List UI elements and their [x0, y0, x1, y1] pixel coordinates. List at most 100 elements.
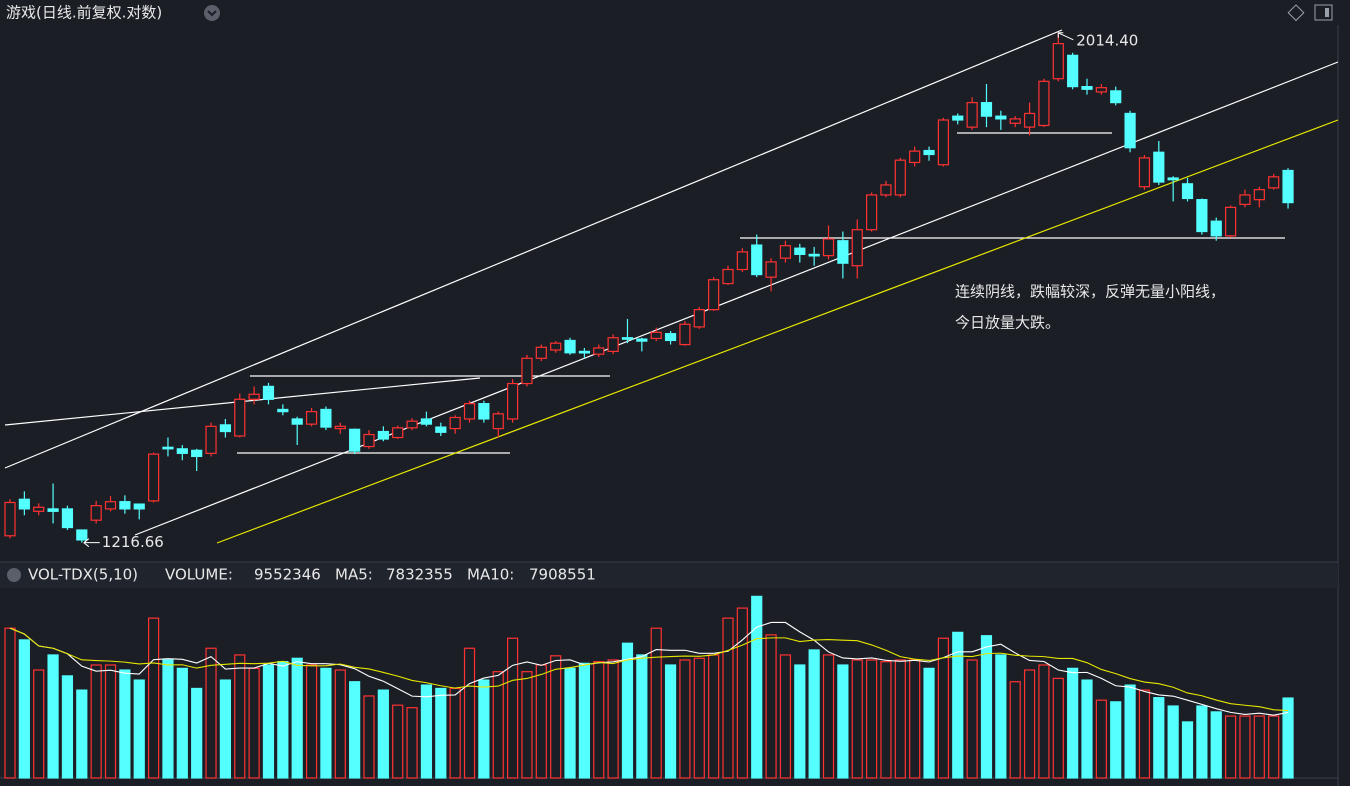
candle-body: [1210, 220, 1222, 237]
ma-label: MA5:: [335, 566, 373, 584]
volume-bar: [1153, 697, 1165, 779]
volume-bar: [708, 654, 720, 779]
high-arrow: [1057, 32, 1074, 41]
candle-body: [463, 403, 476, 420]
volume-bar: [334, 669, 346, 779]
candle-body: [248, 393, 260, 400]
candle-body: [392, 427, 404, 439]
volume-bar: [578, 662, 591, 779]
candle-body: [349, 428, 361, 452]
candle-body: [449, 416, 461, 430]
ma-label: MA10:: [467, 566, 514, 584]
volume-bar: [550, 655, 562, 779]
candle-body: [751, 244, 763, 276]
candle-body: [708, 279, 720, 311]
volume-bar: [1095, 699, 1107, 779]
candle-body: [1138, 157, 1151, 188]
candle-body: [736, 251, 748, 271]
volume-bar: [61, 675, 74, 779]
candle-body: [18, 498, 30, 510]
ma-line: [9, 627, 1289, 712]
volume-bar: [191, 687, 203, 779]
candle-body: [363, 433, 375, 448]
candle-body: [1095, 87, 1107, 93]
diamond-icon[interactable]: [1287, 4, 1305, 22]
candle-body: [578, 350, 591, 354]
ma-line: [9, 621, 1289, 716]
volume-bar: [90, 664, 102, 779]
volume-bar: [1038, 664, 1050, 779]
volume-bar: [463, 647, 476, 779]
volume-bar: [693, 657, 705, 779]
candle-body: [33, 506, 45, 512]
candle-body: [1124, 112, 1136, 149]
candle-body: [406, 420, 418, 429]
volume-bar: [1196, 705, 1208, 779]
volume-bar: [1023, 669, 1036, 779]
volume-bar: [133, 679, 145, 779]
volume-bar: [1253, 715, 1265, 779]
candle-body: [851, 229, 863, 267]
candle-body: [148, 453, 160, 502]
volume-bar: [822, 654, 835, 779]
candle-body: [133, 503, 145, 510]
candle-body: [794, 247, 806, 255]
volume-bar: [406, 707, 418, 779]
volume-bar: [47, 654, 59, 779]
candle-body: [219, 424, 231, 433]
candle-body: [176, 448, 188, 454]
candle-body: [779, 245, 792, 259]
volume-bar: [1110, 701, 1122, 779]
volume-bar: [564, 667, 576, 779]
candle-body: [822, 238, 835, 257]
volume-bar: [1210, 711, 1222, 779]
candle-body: [320, 408, 332, 428]
volume-bar: [751, 595, 763, 779]
volume-bar: [679, 659, 691, 779]
candle-body: [693, 309, 705, 328]
candle-body: [76, 529, 88, 541]
volume-bar: [449, 687, 461, 779]
candle-body: [1038, 80, 1050, 127]
chart-title: 游戏(日线.前复权.对数): [6, 4, 162, 22]
volume-bar: [291, 657, 303, 779]
candle-body: [420, 418, 433, 425]
volume-bar: [33, 669, 45, 779]
candle-body: [90, 505, 102, 521]
support-line: [216, 119, 1339, 544]
volume-bar: [478, 679, 490, 779]
panel-icon[interactable]: [1314, 4, 1333, 21]
candle-body: [1239, 194, 1251, 206]
candle-body: [564, 339, 576, 354]
volume-bar: [18, 639, 30, 779]
volume-bar: [535, 664, 547, 779]
candle-body: [4, 501, 16, 537]
volume-value: 9552346: [254, 566, 321, 584]
volume-bar: [277, 661, 289, 779]
volume-bar: [420, 684, 433, 779]
volume-bar: [1138, 689, 1151, 779]
volume-bar: [162, 659, 174, 779]
candle-body: [593, 347, 605, 355]
volume-bar: [952, 631, 964, 779]
volume-bar: [937, 637, 950, 779]
volume-bar: [1081, 679, 1093, 779]
volume-bar: [262, 664, 275, 779]
candle-body: [995, 115, 1007, 120]
candle-body: [636, 338, 648, 342]
volume-bar: [1224, 715, 1237, 779]
candle-body: [162, 446, 174, 450]
candle-body: [1153, 151, 1165, 183]
volume-bar: [923, 667, 935, 779]
candle-body: [894, 159, 906, 196]
candle-body: [1009, 118, 1021, 124]
volume-indicator: VOL-TDX(5,10): [28, 566, 138, 584]
volume-bar: [76, 689, 88, 779]
volume-menu-icon[interactable]: [7, 568, 21, 582]
title-menu-icon[interactable]: [204, 5, 220, 21]
candle-body: [191, 449, 203, 458]
candle-body: [1052, 43, 1064, 80]
candle-body: [535, 346, 547, 359]
volume-bar: [722, 617, 734, 779]
